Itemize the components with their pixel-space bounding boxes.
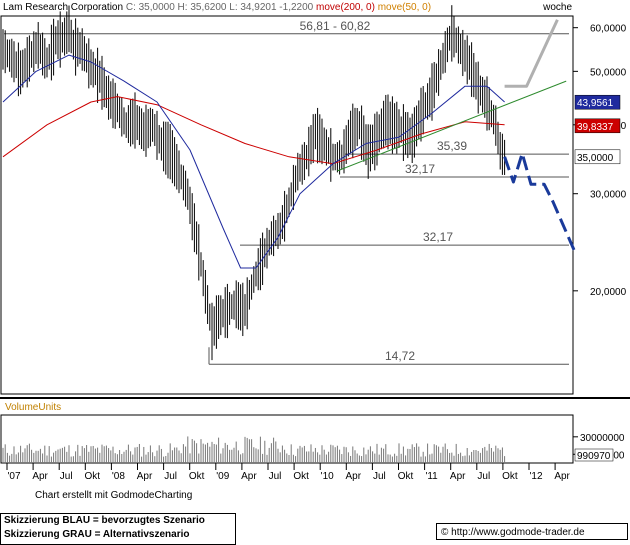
- x-label: '08: [112, 471, 125, 482]
- trendline: [337, 80, 567, 172]
- y-tick-label: 60,0000: [590, 24, 627, 35]
- x-label: Jul: [60, 471, 73, 482]
- vol-last-box: [574, 448, 614, 462]
- x-label: Jul: [164, 471, 177, 482]
- volume-title: VolumeUnits: [5, 402, 62, 413]
- x-label: Okt: [398, 471, 414, 482]
- chart-credit: Chart erstellt mit GodmodeCharting: [35, 490, 193, 501]
- y-tick-label: 50,0000: [590, 67, 627, 78]
- ma200-line: [2, 96, 505, 165]
- value-tag-box: [574, 94, 621, 110]
- level-label: 56,81 - 60,82: [300, 19, 371, 33]
- ma200-label: move(200, 0): [316, 2, 375, 13]
- x-label: Apr: [241, 471, 257, 482]
- level-label: 14,72: [385, 349, 415, 363]
- x-label: Jul: [269, 471, 282, 482]
- x-label: Jul: [373, 471, 386, 482]
- x-label: '11: [425, 471, 438, 482]
- x-label: '09: [216, 471, 229, 482]
- x-label: Okt: [189, 471, 205, 482]
- x-label: Apr: [346, 471, 362, 482]
- x-label: Okt: [293, 471, 309, 482]
- level-label: 32,17: [423, 230, 453, 244]
- ma50-label: move(50, 0): [377, 2, 432, 13]
- x-label: '07: [7, 471, 20, 482]
- vol-last-label: 990970: [577, 451, 611, 462]
- x-label: Okt: [502, 471, 518, 482]
- value-tag-box: [574, 149, 621, 165]
- legend-grey: Skizzierung GRAU = Alternativszenario: [4, 529, 190, 540]
- x-label: Okt: [85, 471, 101, 482]
- y-tick-label: 30,0000: [590, 190, 627, 201]
- chart-header: Lam Research Corporation C: 35,0000 H: 3…: [3, 2, 573, 16]
- x-label: Apr: [137, 471, 153, 482]
- scenario-grey: [504, 19, 559, 88]
- chart-series: [2, 5, 577, 361]
- time-axis: '07 Apr Jul Okt '08 Apr Jul Okt '09 Apr Jul Okt '10 A…: [6, 463, 571, 482]
- legend-blue: Skizzierung BLAU = bevorzugtes Szenario: [4, 515, 205, 526]
- value-tag-box: [574, 118, 621, 134]
- value-tag: 35,0000: [577, 153, 614, 164]
- instrument-name: Lam Research Corporation: [3, 2, 124, 13]
- ohlc-readout: C: 35,0000 H: 35,6200 L: 34,9201 -1,2200: [125, 2, 314, 13]
- x-label: Apr: [32, 471, 48, 482]
- source-link[interactable]: © http://www.godmode-trader.de: [436, 523, 628, 540]
- volume-bars: 3000000010000000990970: [2, 433, 625, 463]
- value-tag: 39,8337: [577, 122, 614, 133]
- value-tags: 43,9561 39,8337 35,0000: [574, 94, 621, 165]
- x-label: '10: [321, 471, 334, 482]
- scenario-legend: Skizzierung BLAU = bevorzugtes Szenario …: [0, 513, 236, 545]
- scenario-blue: [503, 151, 577, 253]
- level-label: 35,39: [437, 139, 467, 153]
- x-label: Apr: [450, 471, 466, 482]
- x-label: Jul: [477, 471, 490, 482]
- y-tick-label: 20,0000: [590, 287, 627, 298]
- vol-tick-label: 30000000: [580, 433, 625, 444]
- ma50-line: [2, 54, 505, 269]
- x-label: Apr: [554, 471, 570, 482]
- x-label: '12: [529, 471, 542, 482]
- level-label: 32,17: [405, 162, 435, 176]
- price-bars: [2, 5, 506, 361]
- period-label: woche: [543, 2, 572, 13]
- value-tag: 43,9561: [577, 98, 614, 109]
